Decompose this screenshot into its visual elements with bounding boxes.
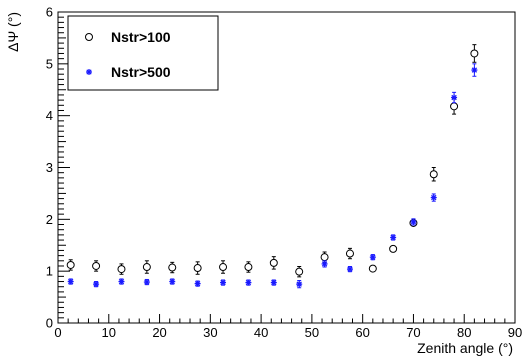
legend-marker-nstr500 — [86, 69, 92, 75]
data-point — [345, 249, 354, 258]
x-tick-label: 10 — [102, 325, 116, 340]
data-point — [143, 279, 150, 286]
y-axis-label: ΔΨ (°) — [5, 12, 21, 52]
data-point — [295, 267, 304, 276]
data-point — [429, 170, 438, 179]
data-point — [193, 264, 202, 273]
data-point — [390, 234, 397, 241]
series-nstr500 — [67, 63, 478, 289]
data-point — [117, 265, 126, 274]
y-tick-label: 5 — [46, 56, 53, 71]
legend: Nstr>100 Nstr>500 — [67, 15, 219, 91]
x-tick-label: 0 — [54, 325, 61, 340]
y-tick-labels: 0 1 2 3 4 5 6 — [46, 5, 53, 331]
data-point — [67, 278, 74, 285]
data-point — [220, 279, 227, 286]
data-point — [320, 253, 329, 262]
data-point — [346, 266, 353, 273]
y-tick-label: 4 — [46, 108, 53, 123]
data-point — [470, 49, 479, 58]
data-point — [142, 263, 151, 272]
data-point — [270, 279, 277, 286]
data-point — [430, 194, 437, 201]
data-point — [92, 261, 101, 270]
data-point — [66, 260, 75, 269]
data-point — [93, 281, 100, 288]
data-point — [321, 260, 328, 267]
x-tick-label: 30 — [203, 325, 217, 340]
axis-ticks — [57, 11, 516, 324]
x-tick-label: 80 — [457, 325, 471, 340]
x-tick-label: 40 — [254, 325, 268, 340]
y-tick-label: 6 — [46, 5, 53, 20]
legend-label-nstr100: Nstr>100 — [111, 29, 171, 45]
series-nstr100 — [66, 44, 479, 278]
data-point — [471, 67, 478, 74]
data-point — [450, 102, 459, 111]
x-tick-label: 60 — [355, 325, 369, 340]
data-point — [296, 281, 303, 288]
data-point — [194, 280, 201, 287]
legend-marker-nstr100 — [85, 33, 93, 41]
data-point — [118, 278, 125, 285]
legend-label-nstr500: Nstr>500 — [111, 64, 171, 80]
x-tick-label: 50 — [305, 325, 319, 340]
data-point — [245, 279, 252, 286]
data-point — [369, 254, 376, 261]
data-point — [451, 94, 458, 101]
data-point — [168, 263, 177, 272]
data-point — [389, 244, 398, 253]
data-point — [169, 278, 176, 285]
data-point — [410, 218, 417, 225]
x-axis-label: Zenith angle (°) — [417, 340, 513, 356]
x-tick-labels: 0 10 20 30 40 50 60 70 80 90 — [54, 325, 522, 340]
legend-box — [67, 15, 219, 91]
x-tick-label: 70 — [406, 325, 420, 340]
data-point — [368, 264, 377, 273]
data-point — [219, 263, 228, 272]
data-point — [244, 263, 253, 272]
y-tick-label: 2 — [46, 212, 53, 227]
data-point — [269, 258, 278, 267]
x-tick-label: 20 — [152, 325, 166, 340]
x-tick-label: 90 — [508, 325, 522, 340]
y-tick-label: 3 — [46, 160, 53, 175]
y-tick-label: 1 — [46, 264, 53, 279]
y-tick-label: 0 — [46, 316, 53, 331]
series-layer — [66, 44, 479, 289]
